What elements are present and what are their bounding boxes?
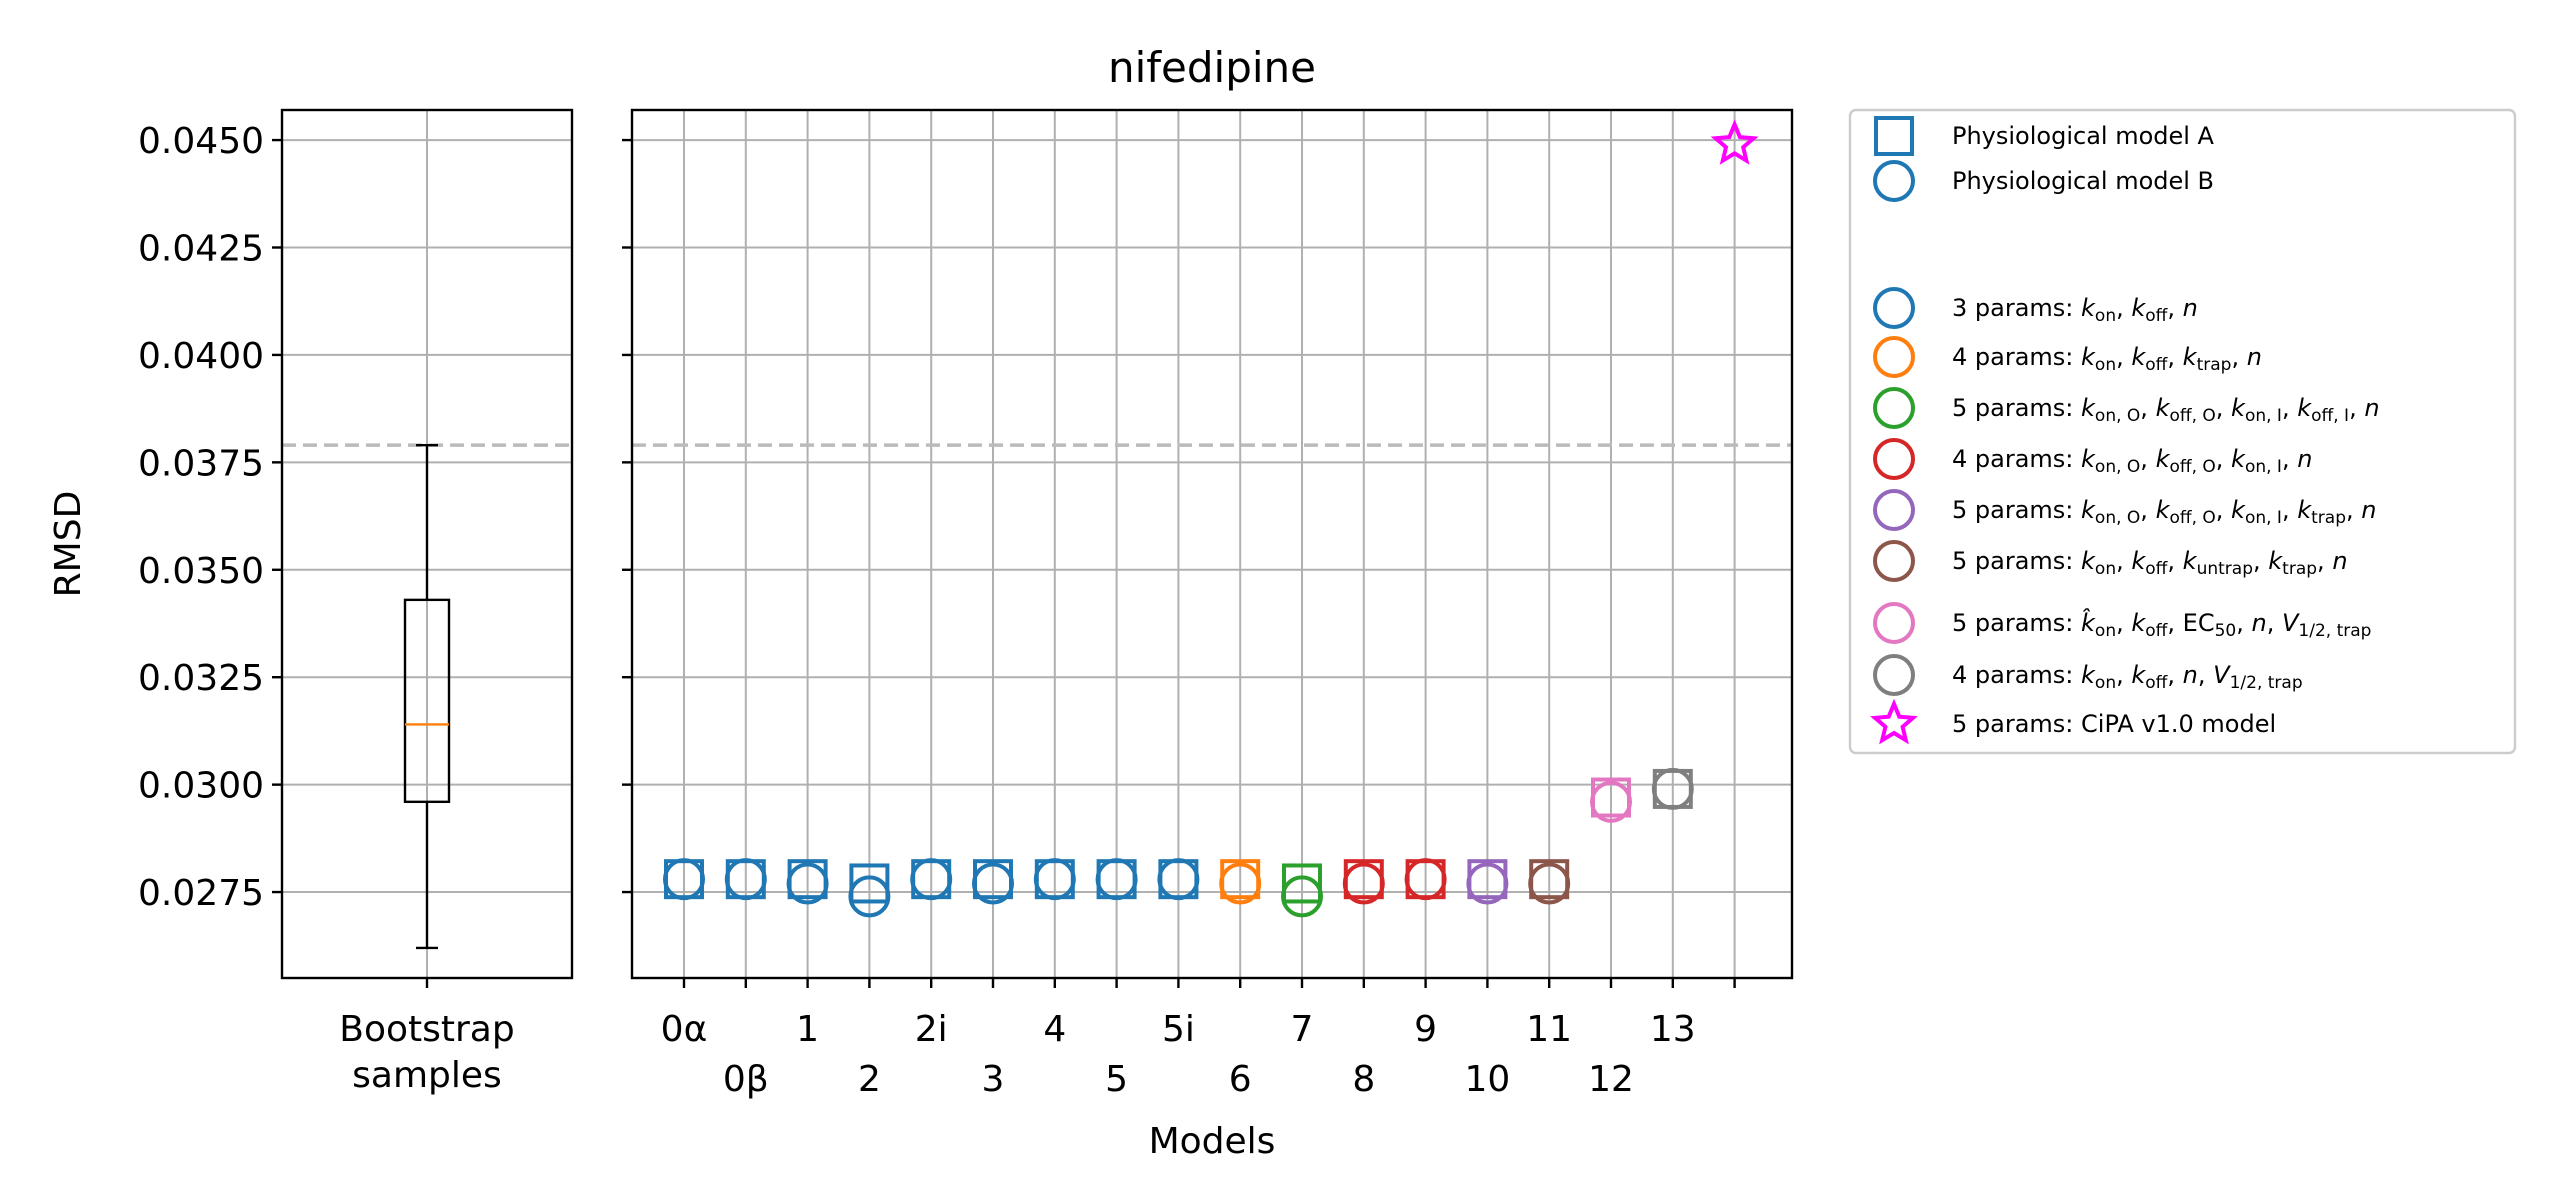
left-x-ticks: Bootstrap samples	[339, 978, 515, 1096]
model-circle-marker	[786, 862, 829, 905]
legend-marker-circle	[1873, 489, 1915, 531]
legend-entry-label: 5 params: k̂on​, koff​, EC50​, n, V1/2, …	[1952, 609, 2371, 641]
left-y-tick-label: 0.0425	[138, 229, 264, 270]
chart-title: nifedipine	[1108, 43, 1316, 92]
legend-entry-label: 5 params: kon​, koff​, kuntrap​, ktrap​,…	[1952, 547, 2348, 579]
right-x-tick-label: 8	[1352, 1059, 1375, 1100]
bootstrap-boxplot	[403, 443, 451, 950]
legend-marker-circle	[1873, 654, 1915, 696]
right-x-tick-label: 0β	[723, 1059, 769, 1100]
legend-entry-label: 4 params: kon​, koff​, ktrap​, n	[1952, 343, 2262, 375]
left-y-tick-label: 0.0450	[138, 121, 264, 162]
model-square-marker	[1282, 863, 1322, 904]
right-x-tick-label: 5i	[1162, 1009, 1195, 1050]
right-x-tick-label: 9	[1414, 1009, 1437, 1050]
legend-entry-label: 3 params: kon​, koff​, n	[1952, 294, 2198, 326]
model-circle-marker	[1157, 858, 1200, 901]
left-y-tick-label: 0.0400	[138, 336, 264, 377]
right-x-tick-label: 7	[1291, 1009, 1314, 1050]
right-x-tick-label: 2	[858, 1059, 881, 1100]
model-circle-marker	[1342, 862, 1385, 905]
model-square-marker	[849, 863, 890, 904]
right-gridlines	[632, 110, 1792, 978]
legend-entry-label: 5 params: kon, O​, koff, O​, kon, I​, kt…	[1952, 496, 2376, 528]
legend-marker-star	[1870, 698, 1918, 745]
legend-entry-label: 5 params: CiPA v1.0 model	[1952, 710, 2276, 738]
legend: Physiological model A Physiological model…	[1848, 108, 2517, 755]
right-x-tick-label: 3	[982, 1059, 1005, 1100]
legend-marker-circle	[1873, 287, 1915, 329]
model-circle-marker	[910, 858, 953, 901]
model-circle-marker	[1528, 862, 1571, 905]
model-markers	[663, 119, 1759, 918]
left-y-tick-label: 0.0275	[138, 873, 264, 914]
legend-frame	[1848, 108, 2517, 755]
right-axes-frame	[630, 108, 1794, 980]
model-circle-marker	[1651, 767, 1694, 810]
model-circle-marker	[1095, 858, 1138, 901]
right-x-tick-label: 0α	[661, 1009, 708, 1050]
right-x-tick-label: 1	[796, 1009, 819, 1050]
model-circle-marker	[724, 858, 767, 901]
left-y-tick-label: 0.0375	[138, 443, 264, 484]
left-y-tick-label: 0.0325	[138, 658, 264, 699]
legend-marker-circle	[1873, 336, 1915, 378]
right-x-tick-label: 2i	[915, 1009, 948, 1050]
right-x-tick-label: 4	[1043, 1009, 1066, 1050]
right-x-tick-label: 11	[1526, 1009, 1572, 1050]
model-circle-marker	[1590, 780, 1632, 823]
model-circle-marker	[1219, 862, 1262, 905]
legend-entry-label: Physiological model A	[1952, 122, 2215, 150]
legend-marker-circle	[1873, 160, 1915, 202]
model-circle-marker	[663, 858, 705, 901]
legend-marker-circle	[1873, 387, 1915, 429]
left-x-tick-label: samples	[352, 1055, 502, 1096]
model-circle-marker	[848, 875, 891, 918]
y-axis-label: RMSD	[48, 491, 89, 598]
right-x-tick-label: 12	[1588, 1059, 1634, 1100]
right-x-tick-label: 5	[1105, 1059, 1128, 1100]
left-x-tick-label: Bootstrap	[339, 1009, 514, 1050]
right-x-tick-label: 10	[1464, 1059, 1510, 1100]
model-circle-marker	[1466, 862, 1509, 905]
legend-marker-square	[1874, 116, 1914, 156]
right-x-tick-label: 6	[1229, 1059, 1252, 1100]
legend-entry-label: 4 params: kon, O​, koff, O​, kon, I​, n	[1952, 445, 2312, 477]
legend-marker-circle	[1873, 540, 1915, 582]
box-iqr	[403, 598, 451, 804]
legend-marker-circle	[1873, 602, 1915, 644]
legend-entry-label: Physiological model B	[1952, 167, 2214, 195]
right-y-ticks	[622, 138, 632, 894]
legend-entry-label: 4 params: kon​, koff​, n, V1/2, trap​	[1952, 661, 2303, 693]
left-y-tick-label: 0.0300	[138, 766, 264, 807]
left-y-ticks: 0.0275 0.0300 0.0325 0.0350 0.0375 0.0400 0.04…	[138, 121, 282, 914]
left-panel: 0.0275 0.0300 0.0325 0.0350 0.0375 0.0400 0.04…	[48, 108, 574, 1096]
model-star-marker	[1710, 119, 1759, 165]
model-circle-marker	[1404, 858, 1447, 901]
model-circle-marker	[1281, 875, 1323, 918]
legend-entry-label: 5 params: kon, O​, koff, O​, kon, I​, ko…	[1952, 394, 2380, 426]
right-x-tick-label: 13	[1650, 1009, 1696, 1050]
x-axis-label: Models	[1149, 1121, 1276, 1162]
legend-marker-circle	[1873, 438, 1915, 480]
model-circle-marker	[972, 862, 1014, 905]
left-y-tick-label: 0.0350	[138, 551, 264, 592]
model-circle-marker	[1033, 858, 1076, 901]
